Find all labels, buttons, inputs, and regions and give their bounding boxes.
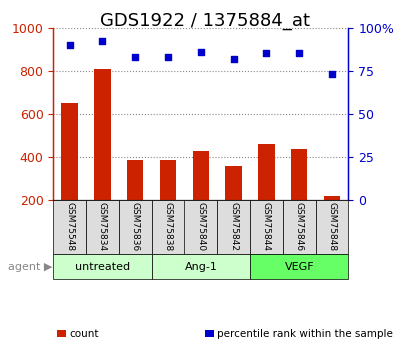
Bar: [94, 69, 110, 200]
Text: GSM75844: GSM75844: [261, 202, 270, 252]
Point: [99, 39, 106, 44]
Point: [295, 51, 302, 56]
Text: GSM75836: GSM75836: [130, 202, 139, 252]
Bar: [192, 150, 209, 200]
Bar: [258, 144, 274, 200]
Point: [230, 56, 236, 61]
Bar: [290, 149, 307, 200]
Point: [197, 49, 204, 55]
Text: agent ▶: agent ▶: [8, 262, 52, 272]
Point: [263, 51, 269, 56]
Text: GSM75834: GSM75834: [98, 202, 107, 252]
Text: count: count: [70, 329, 99, 339]
Text: Ang-1: Ang-1: [184, 262, 217, 272]
Text: percentile rank within the sample: percentile rank within the sample: [217, 329, 392, 339]
Bar: [225, 166, 241, 200]
Bar: [160, 160, 176, 200]
Text: untreated: untreated: [75, 262, 130, 272]
Text: GSM75846: GSM75846: [294, 202, 303, 252]
Bar: [61, 103, 78, 200]
Text: VEGF: VEGF: [284, 262, 313, 272]
Point: [66, 42, 73, 48]
Text: GSM75848: GSM75848: [327, 202, 336, 252]
Text: GSM75548: GSM75548: [65, 202, 74, 252]
Bar: [323, 196, 339, 200]
Text: GSM75838: GSM75838: [163, 202, 172, 252]
Text: GDS1922 / 1375884_at: GDS1922 / 1375884_at: [100, 12, 309, 30]
Text: GSM75842: GSM75842: [229, 202, 238, 252]
Bar: [127, 160, 143, 200]
Text: GSM75840: GSM75840: [196, 202, 205, 252]
Point: [328, 71, 335, 77]
Point: [164, 54, 171, 60]
Point: [132, 54, 138, 60]
